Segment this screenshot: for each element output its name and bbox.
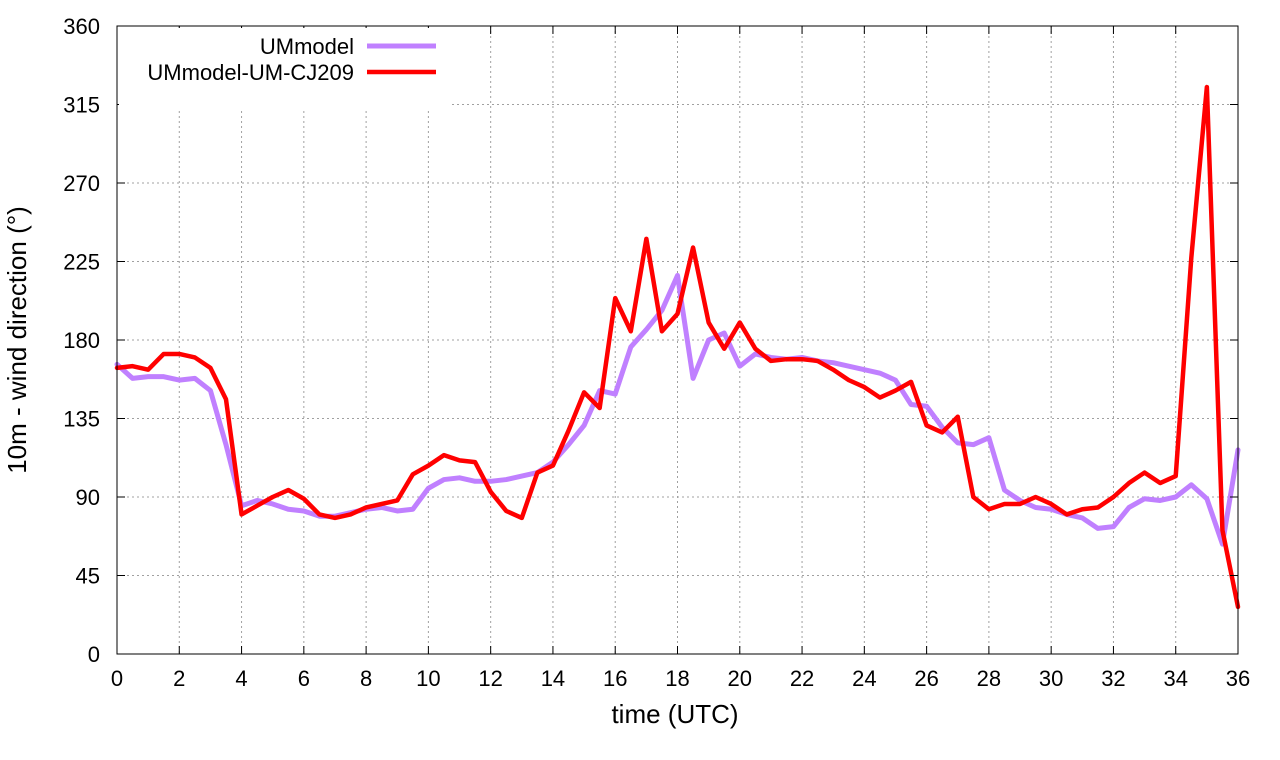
x-tick-label: 20 bbox=[728, 666, 752, 691]
series-lines bbox=[114, 84, 1241, 610]
x-tick-label: 12 bbox=[478, 666, 502, 691]
y-axis-ticks: 0 45 90 135 180 225 270 315 360 bbox=[63, 14, 1238, 667]
y-tick-label: 225 bbox=[63, 250, 100, 275]
y-tick-label: 0 bbox=[88, 642, 100, 667]
x-tick-label: 0 bbox=[111, 666, 123, 691]
x-tick-label: 14 bbox=[541, 666, 565, 691]
grid bbox=[117, 26, 1238, 654]
y-tick-label: 180 bbox=[63, 328, 100, 353]
x-tick-label: 30 bbox=[1039, 666, 1063, 691]
x-tick-label: 32 bbox=[1101, 666, 1125, 691]
series-line-1 bbox=[114, 272, 1241, 547]
y-axis-title: 10m - wind direction (°) bbox=[2, 206, 32, 474]
y-tick-label: 135 bbox=[63, 407, 100, 432]
legend-label-2: UMmodel-UM-CJ209 bbox=[147, 60, 354, 85]
legend-label-1: UMmodel bbox=[260, 34, 354, 59]
y-tick-label: 45 bbox=[76, 564, 100, 589]
legend-background bbox=[119, 28, 449, 110]
series-line-2 bbox=[114, 84, 1241, 610]
y-tick-label: 270 bbox=[63, 171, 100, 196]
x-tick-label: 24 bbox=[852, 666, 876, 691]
x-tick-label: 8 bbox=[360, 666, 372, 691]
x-tick-label: 22 bbox=[790, 666, 814, 691]
x-tick-label: 28 bbox=[977, 666, 1001, 691]
x-tick-label: 10 bbox=[416, 666, 440, 691]
x-tick-label: 36 bbox=[1226, 666, 1250, 691]
x-tick-label: 6 bbox=[298, 666, 310, 691]
y-tick-label: 315 bbox=[63, 93, 100, 118]
x-tick-label: 18 bbox=[665, 666, 689, 691]
x-tick-label: 4 bbox=[235, 666, 247, 691]
x-axis-title: time (UTC) bbox=[611, 699, 738, 729]
x-tick-label: 34 bbox=[1163, 666, 1187, 691]
x-tick-label: 2 bbox=[173, 666, 185, 691]
y-tick-label: 90 bbox=[76, 485, 100, 510]
x-tick-label: 16 bbox=[603, 666, 627, 691]
y-tick-label: 360 bbox=[63, 14, 100, 39]
x-tick-label: 26 bbox=[914, 666, 938, 691]
x-axis-ticks: 0 2 4 6 8 10 12 14 16 18 20 22 24 26 28 30 32 34 36 bbox=[111, 26, 1250, 691]
